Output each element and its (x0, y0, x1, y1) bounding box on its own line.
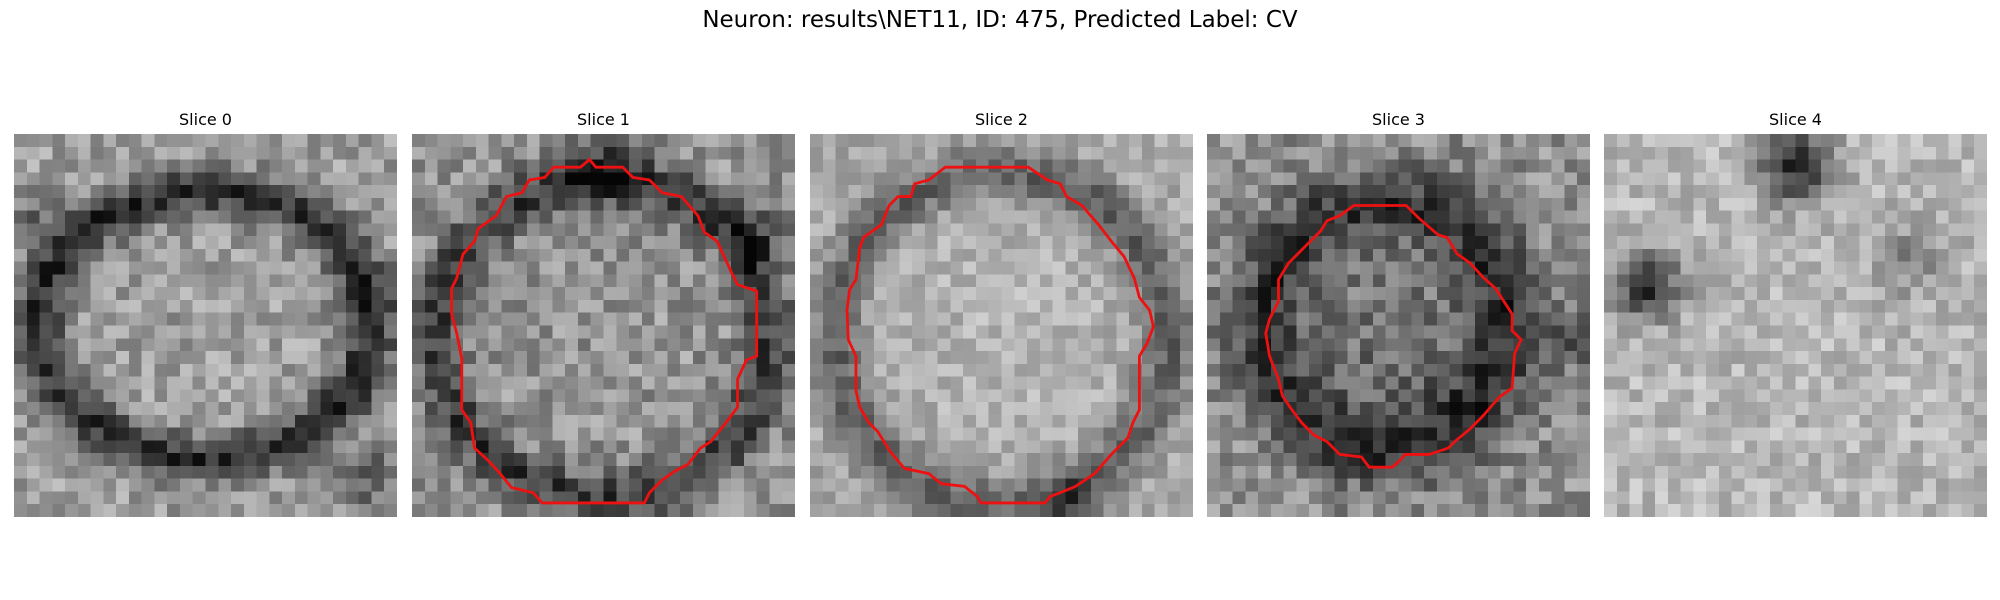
slice-panel-3: Slice 3 (1207, 110, 1590, 520)
slice-image-0 (14, 134, 397, 517)
slice-image-2 (810, 134, 1193, 517)
slice-panel-2: Slice 2 (810, 110, 1193, 520)
contour-outline (450, 157, 759, 505)
slice-image-4 (1604, 134, 1987, 517)
slice-image-3 (1207, 134, 1590, 517)
slice-panel-1: Slice 1 (412, 110, 795, 520)
contour-outline (1264, 204, 1523, 469)
slice-panel-0: Slice 0 (14, 110, 397, 520)
slice-panel-4: Slice 4 (1604, 110, 1987, 520)
contour-outline (845, 165, 1155, 505)
slice-title: Slice 2 (975, 110, 1028, 129)
slice-image-1 (412, 134, 795, 517)
slice-title: Slice 4 (1769, 110, 1822, 129)
slice-title: Slice 1 (577, 110, 630, 129)
figure-title: Neuron: results\NET11, ID: 475, Predicte… (702, 7, 1298, 33)
slice-title: Slice 0 (179, 110, 232, 129)
slice-title: Slice 3 (1372, 110, 1425, 129)
